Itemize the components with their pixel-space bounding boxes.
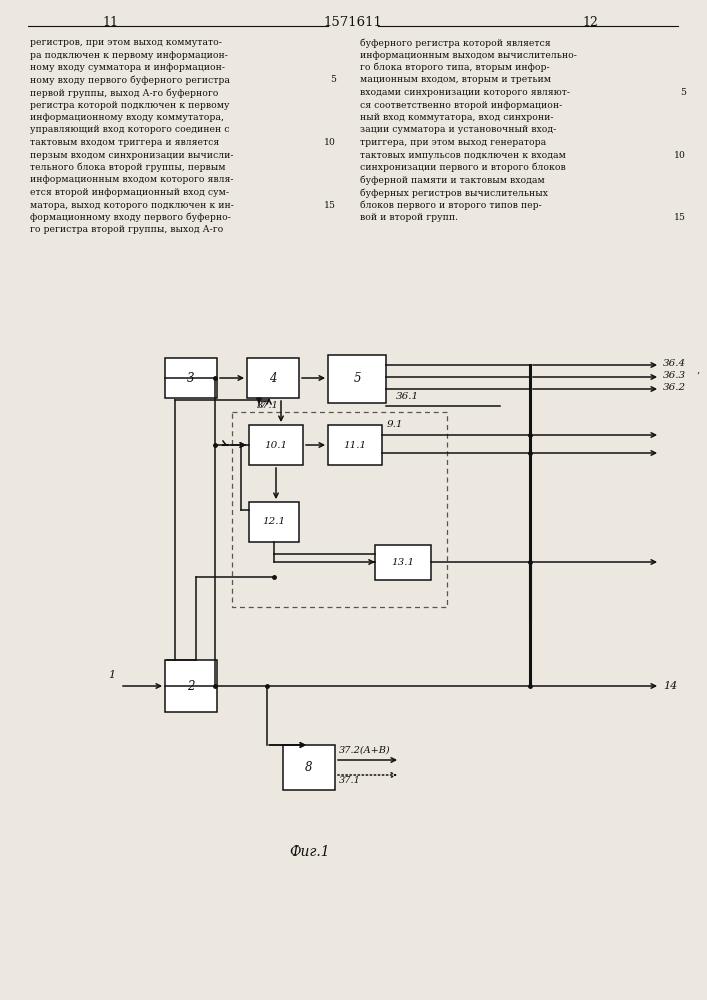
- Text: мационным входом, вторым и третьим: мационным входом, вторым и третьим: [360, 76, 551, 85]
- Text: 37.1: 37.1: [339, 776, 361, 785]
- Text: синхронизации первого и второго блоков: синхронизации первого и второго блоков: [360, 163, 566, 172]
- Text: 36.1: 36.1: [396, 392, 419, 401]
- Bar: [328, 425, 382, 465]
- Text: ра подключен к первому информацион-: ра подключен к первому информацион-: [30, 50, 228, 60]
- Text: ному входу сумматора и информацион-: ному входу сумматора и информацион-: [30, 63, 225, 72]
- Text: перзым входом синхронизации вычисли-: перзым входом синхронизации вычисли-: [30, 150, 233, 159]
- Text: 11: 11: [102, 16, 118, 29]
- Text: 4: 4: [269, 371, 276, 384]
- Text: го блока второго типа, вторым инфор-: го блока второго типа, вторым инфор-: [360, 63, 549, 73]
- Text: 13.1: 13.1: [392, 558, 414, 567]
- Text: 14: 14: [663, 681, 677, 691]
- Text: 37.1: 37.1: [257, 401, 279, 410]
- Text: информационному входу коммутатора,: информационному входу коммутатора,: [30, 113, 224, 122]
- Bar: [232, 412, 447, 607]
- Text: Фиг.1: Фиг.1: [290, 845, 330, 859]
- Text: информационным входом которого явля-: информационным входом которого явля-: [30, 176, 233, 184]
- Text: регистра которой подключен к первому: регистра которой подключен к первому: [30, 101, 230, 109]
- Text: буферного регистра которой является: буферного регистра которой является: [360, 38, 551, 47]
- Bar: [165, 358, 217, 398]
- Text: тактовым входом триггера и является: тактовым входом триггера и является: [30, 138, 219, 147]
- Text: 3: 3: [187, 371, 194, 384]
- Text: 15: 15: [324, 200, 336, 210]
- Bar: [249, 502, 299, 542]
- Text: входами синхронизации которого являют-: входами синхронизации которого являют-: [360, 88, 570, 97]
- Text: 36.2: 36.2: [663, 383, 686, 392]
- Text: блоков первого и второго типов пер-: блоков первого и второго типов пер-: [360, 200, 542, 210]
- Text: тактовых импульсов подключен к входам: тактовых импульсов подключен к входам: [360, 150, 566, 159]
- Text: 10: 10: [324, 138, 336, 147]
- Text: 1: 1: [108, 670, 115, 680]
- Text: 10: 10: [674, 150, 686, 159]
- Text: 9.1: 9.1: [387, 420, 404, 429]
- Text: 12: 12: [582, 16, 598, 29]
- Text: го регистра второй группы, выход А-го: го регистра второй группы, выход А-го: [30, 226, 223, 234]
- Bar: [283, 745, 335, 790]
- Text: 36.4: 36.4: [663, 360, 686, 368]
- Text: ется второй информационный вход сум-: ется второй информационный вход сум-: [30, 188, 229, 197]
- Text: ному входу первого буферного регистра: ному входу первого буферного регистра: [30, 76, 230, 85]
- Text: 12.1: 12.1: [262, 518, 286, 526]
- Bar: [249, 425, 303, 465]
- Text: управляющий вход которого соединен с: управляющий вход которого соединен с: [30, 125, 230, 134]
- Text: зации сумматора и установочный вход-: зации сумматора и установочный вход-: [360, 125, 556, 134]
- Text: тельного блока второй группы, первым: тельного блока второй группы, первым: [30, 163, 226, 172]
- Text: матора, выход которого подключен к ин-: матора, выход которого подключен к ин-: [30, 200, 234, 210]
- Text: регистров, при этом выход коммутато-: регистров, при этом выход коммутато-: [30, 38, 222, 47]
- Text: 37.2(A+B): 37.2(A+B): [339, 746, 391, 755]
- Text: 2: 2: [187, 680, 194, 692]
- Text: 10.1: 10.1: [264, 440, 288, 450]
- Bar: [328, 355, 386, 403]
- Text: буферных регистров вычислительных: буферных регистров вычислительных: [360, 188, 548, 198]
- Text: ся соответственно второй информацион-: ся соответственно второй информацион-: [360, 101, 562, 109]
- Text: 1571611: 1571611: [324, 16, 382, 29]
- Bar: [247, 358, 299, 398]
- Text: 7: 7: [260, 401, 267, 410]
- Text: ’: ’: [696, 371, 699, 380]
- Text: вой и второй групп.: вой и второй групп.: [360, 213, 458, 222]
- Text: 36.3: 36.3: [663, 371, 686, 380]
- Text: 5: 5: [680, 88, 686, 97]
- Text: триггера, при этом выход генератора: триггера, при этом выход генератора: [360, 138, 547, 147]
- Text: 11.1: 11.1: [344, 440, 366, 450]
- Text: первой группы, выход А-го буферного: первой группы, выход А-го буферного: [30, 88, 218, 98]
- Text: информационным выходом вычислительно-: информационным выходом вычислительно-: [360, 50, 577, 60]
- Bar: [165, 660, 217, 712]
- Text: 15: 15: [674, 213, 686, 222]
- Text: 5: 5: [330, 76, 336, 85]
- Text: 8: 8: [305, 761, 312, 774]
- Text: 5: 5: [354, 372, 361, 385]
- Bar: [375, 545, 431, 580]
- Text: формационному входу первого буферно-: формационному входу первого буферно-: [30, 213, 231, 223]
- Text: буферной памяти и тактовым входам: буферной памяти и тактовым входам: [360, 176, 545, 185]
- Text: ный вход коммутатора, вход синхрони-: ный вход коммутатора, вход синхрони-: [360, 113, 554, 122]
